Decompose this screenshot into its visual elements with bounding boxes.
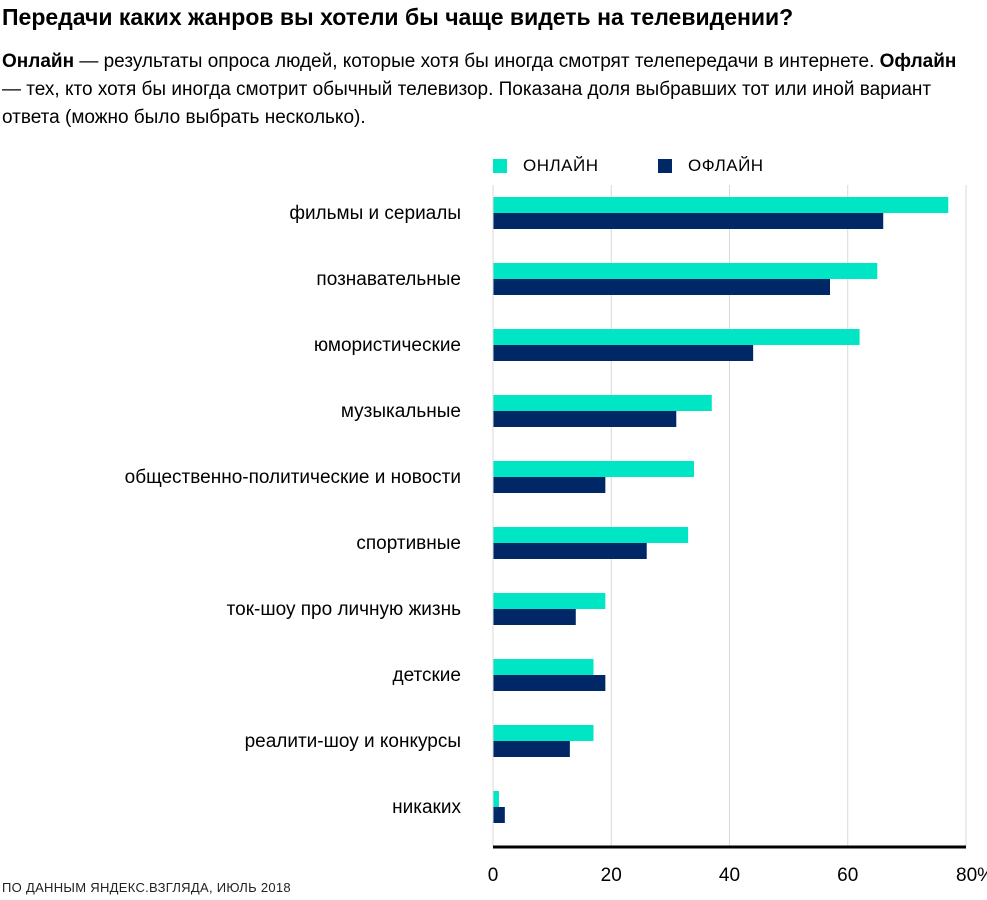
bar-online — [493, 791, 499, 807]
category-label: спортивные — [356, 533, 461, 554]
legend-offline: ОФЛАЙН — [658, 156, 764, 176]
bar-online — [493, 197, 949, 213]
bar-online — [493, 725, 594, 741]
source-note: ПО ДАННЫМ ЯНДЕКС.ВЗГЛЯДА, ИЮЛЬ 2018 — [2, 880, 291, 895]
chart-subtitle: Онлайн — результаты опроса людей, которы… — [2, 48, 962, 132]
bar-online — [493, 263, 878, 279]
legend-online-label: ОНЛАЙН — [523, 156, 599, 175]
offline-term: Офлайн — [879, 51, 957, 72]
category-label: познавательные — [316, 269, 461, 290]
bar-offline — [493, 411, 677, 427]
category-label: музыкальные — [341, 401, 461, 422]
bar-offline — [493, 675, 606, 691]
bar-online — [493, 527, 689, 543]
category-label: реалити-шоу и конкурсы — [245, 731, 461, 752]
online-term: Онлайн — [2, 51, 75, 72]
bar-offline — [493, 345, 754, 361]
category-label: юмористические — [314, 335, 461, 356]
bar-online — [493, 329, 860, 345]
bar-offline — [493, 807, 505, 823]
category-label: ток-шоу про личную жизнь — [227, 599, 461, 620]
bar-online — [493, 659, 594, 675]
x-tick-label: 60 — [837, 865, 858, 886]
bar-offline — [493, 543, 647, 559]
x-tick-label: 40 — [719, 865, 740, 886]
bar-offline — [493, 477, 606, 493]
legend-offline-swatch — [658, 159, 672, 173]
legend-online-swatch — [493, 159, 507, 173]
category-label: фильмы и сериалы — [289, 203, 461, 224]
category-label: никаких — [392, 797, 461, 818]
chart-title: Передачи каких жанров вы хотели бы чаще … — [2, 4, 794, 30]
category-label: детские — [392, 665, 461, 686]
x-tick-label: 80% — [956, 865, 987, 886]
bar-offline — [493, 741, 570, 757]
bar-offline — [493, 213, 884, 229]
legend-offline-label: ОФЛАЙН — [688, 156, 764, 175]
bar-offline — [493, 609, 576, 625]
offline-text: — тех, кто хотя бы иногда смотрит обычны… — [2, 79, 932, 128]
legend-online: ОНЛАЙН — [493, 156, 599, 176]
bar-offline — [493, 279, 831, 295]
online-text: — результаты опроса людей, которые хотя … — [74, 51, 880, 72]
bar-online — [493, 593, 606, 609]
category-label: общественно-политические и новости — [125, 467, 461, 488]
bar-online — [493, 395, 712, 411]
x-tick-label: 20 — [601, 865, 622, 886]
x-tick-label: 0 — [488, 865, 499, 886]
bar-online — [493, 461, 695, 477]
